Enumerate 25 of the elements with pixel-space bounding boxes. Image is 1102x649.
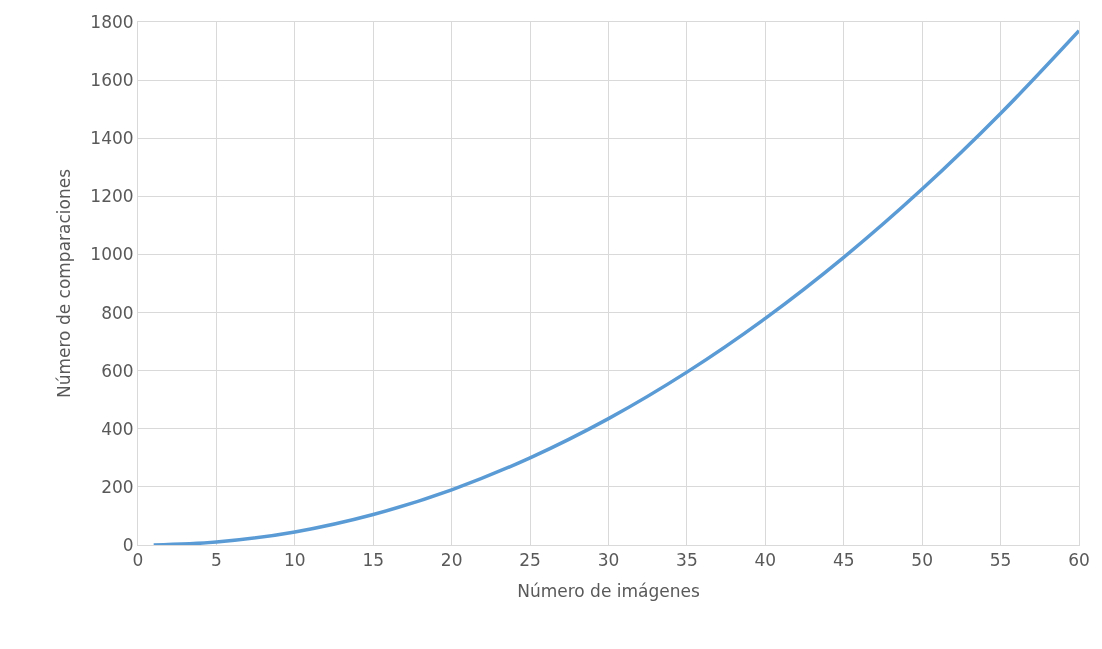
- y-tick-label: 1800: [90, 11, 134, 32]
- x-tick-label: 55: [989, 550, 1012, 571]
- y-tick-label: 1400: [90, 128, 134, 149]
- x-tick-label: 20: [440, 550, 463, 571]
- x-tick-label: 15: [362, 550, 385, 571]
- x-tick-label: 5: [211, 550, 222, 571]
- y-tick-label: 600: [101, 360, 134, 381]
- y-tick-label: 800: [101, 302, 134, 323]
- y-tick-label: 400: [101, 418, 134, 439]
- x-tick-label: 50: [911, 550, 933, 571]
- y-tick-label: 0: [122, 534, 134, 555]
- x-tick-label: 45: [832, 550, 855, 571]
- y-axis-title: Número de comparaciones: [53, 168, 74, 399]
- y-tick-label: 1000: [90, 244, 134, 265]
- x-tick-label: 60: [1068, 550, 1090, 571]
- x-tick-label: 10: [284, 550, 306, 571]
- x-axis-title: Número de imágenes: [517, 580, 700, 601]
- line-series: [151, 28, 1079, 545]
- y-tick-label: 1200: [90, 186, 134, 207]
- y-tick-label: 200: [101, 476, 134, 497]
- x-tick-label: 35: [676, 550, 698, 571]
- y-tick-label: 1600: [90, 70, 134, 91]
- x-tick-label: 40: [754, 550, 777, 571]
- x-tick-label: 30: [597, 550, 620, 571]
- x-tick-label: 25: [519, 550, 541, 571]
